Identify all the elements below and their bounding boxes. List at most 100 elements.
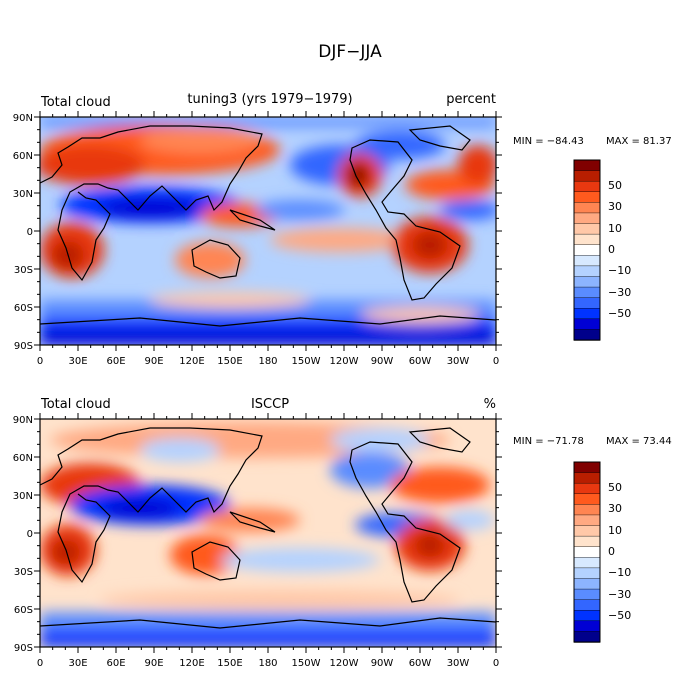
y-tick-label: 90S <box>14 341 33 352</box>
colorbar-obs-bin <box>573 482 601 495</box>
x-tick-label: 90W <box>371 356 394 367</box>
colorbar-label: −50 <box>608 609 631 622</box>
map-obs-ticks <box>34 413 502 653</box>
colorbar-model-bin <box>573 170 601 182</box>
colorbar-model-bin <box>573 202 601 214</box>
colorbar-label: 0 <box>608 243 615 256</box>
colorbar-model: 50 30 10 0 −10 −30 −50 <box>573 159 631 341</box>
colorbar-model-bin <box>573 212 601 225</box>
y-tick-label: 0 <box>27 529 33 540</box>
y-tick-label: 90N <box>13 113 33 124</box>
colorbar-obs: 50 30 10 0 −10 −30 −50 <box>573 461 631 643</box>
x-tick-label: 0 <box>37 658 43 669</box>
colorbar-obs-bin <box>573 567 601 580</box>
colorbar-obs-bin <box>573 461 601 474</box>
min-value: MIN = −84.43 <box>513 136 584 147</box>
colorbar-label: 10 <box>608 524 622 537</box>
colorbar-model-bin <box>573 308 601 320</box>
colorbar-model-bin <box>573 223 601 235</box>
y-tick-label: 30N <box>13 491 33 502</box>
y-tick-label: 90S <box>14 643 33 654</box>
colorbar-obs-bin <box>573 588 601 601</box>
colorbar-obs-bin <box>573 578 601 590</box>
panel-model: Total cloud tuning3 (yrs 1979−1979) perc… <box>13 92 672 367</box>
y-tick-label: 0 <box>27 227 33 238</box>
colorbar-label: 10 <box>608 222 622 235</box>
colorbar-obs-bin <box>573 620 601 633</box>
panel-obs-right-label: % <box>484 397 496 412</box>
y-tick-label: 30S <box>14 265 33 276</box>
x-tick-label: 120W <box>330 658 359 669</box>
colorbar-model-bin <box>573 265 601 278</box>
colorbar-obs-bin <box>573 599 601 611</box>
y-axis-obs: 90N 60N 30N 0 30S 60S 90S <box>13 415 33 654</box>
panel-model-left-label: Total cloud <box>40 95 111 110</box>
figure-title: DJF−JJA <box>318 42 382 62</box>
y-tick-label: 60S <box>14 303 33 314</box>
min-value: MIN = −71.78 <box>513 436 584 447</box>
y-tick-label: 30S <box>14 567 33 578</box>
x-tick-label: 0 <box>37 356 43 367</box>
colorbar-model-bin <box>573 329 601 341</box>
colorbar-label: 0 <box>608 545 615 558</box>
colorbar-obs-bin <box>573 631 601 643</box>
y-tick-label: 60S <box>14 605 33 616</box>
x-tick-label: 30E <box>68 356 87 367</box>
x-tick-label: 150E <box>217 356 242 367</box>
colorbar-obs-bin <box>573 525 601 537</box>
x-tick-label: 150W <box>292 658 321 669</box>
colorbar-obs-bin <box>573 610 601 622</box>
colorbar-obs-bin <box>573 535 601 548</box>
x-tick-label: 90E <box>144 658 163 669</box>
x-tick-label: 120W <box>330 356 359 367</box>
colorbar-model-bin <box>573 297 601 309</box>
colorbar-model-bin <box>573 180 601 193</box>
x-tick-label: 150E <box>217 658 242 669</box>
map-obs <box>40 419 496 647</box>
y-axis-model: 90N 60N 30N 0 30S 60S 90S <box>13 113 33 352</box>
x-tick-label: 180 <box>258 658 277 669</box>
x-tick-label: 60E <box>106 658 125 669</box>
colorbar-label: −50 <box>608 307 631 320</box>
colorbar-obs-bin <box>573 504 601 516</box>
colorbar-model-bin <box>573 255 601 267</box>
colorbar-obs-bin <box>573 493 601 506</box>
map-model <box>40 117 496 345</box>
y-tick-label: 60N <box>13 151 33 162</box>
map-model-ticks <box>34 111 502 351</box>
x-axis-obs: 0 30E 60E 90E 120E 150E 180 150W 120W 90… <box>37 658 499 669</box>
x-tick-label: 150W <box>292 356 321 367</box>
x-axis-model: 0 30E 60E 90E 120E 150E 180 150W 120W 90… <box>37 356 499 367</box>
y-tick-label: 60N <box>13 453 33 464</box>
y-tick-label: 30N <box>13 189 33 200</box>
colorbar-model-bin <box>573 286 601 299</box>
max-value: MAX = 73.44 <box>606 436 672 447</box>
colorbar-obs-bin <box>573 557 601 569</box>
x-tick-label: 60W <box>409 356 432 367</box>
colorbar-model-bin <box>573 233 601 246</box>
colorbar-obs-bin <box>573 514 601 527</box>
panel-model-center-label: tuning3 (yrs 1979−1979) <box>187 92 352 107</box>
x-tick-label: 30W <box>447 658 470 669</box>
colorbar-model-bin <box>573 276 601 288</box>
x-tick-label: 30W <box>447 356 470 367</box>
x-tick-label: 180 <box>258 356 277 367</box>
panel-model-right-label: percent <box>446 92 496 107</box>
panel-obs-center-label: ISCCP <box>251 397 289 412</box>
coastlines-obs <box>40 427 496 629</box>
max-value: MAX = 81.37 <box>606 136 672 147</box>
colorbar-model-bin <box>573 159 601 172</box>
colorbar-label: −10 <box>608 566 631 579</box>
colorbar-obs-bin <box>573 472 601 484</box>
colorbar-label: 30 <box>608 502 622 515</box>
x-tick-label: 60E <box>106 356 125 367</box>
colorbar-label: 50 <box>608 481 622 494</box>
x-tick-label: 0 <box>493 658 499 669</box>
panel-obs-left-label: Total cloud <box>40 397 111 412</box>
colorbar-model-bin <box>573 318 601 331</box>
colorbar-label: −30 <box>608 588 631 601</box>
colorbar-label: −10 <box>608 264 631 277</box>
colorbar-model-bin <box>573 191 601 204</box>
panel-obs: Total cloud ISCCP % <box>13 397 672 669</box>
